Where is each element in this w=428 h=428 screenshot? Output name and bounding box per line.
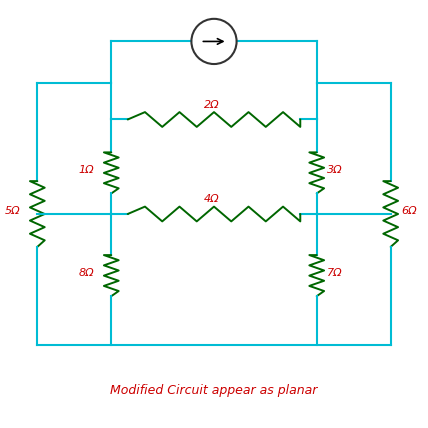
Text: 8Ω: 8Ω bbox=[79, 268, 95, 278]
Text: 1Ω: 1Ω bbox=[79, 165, 95, 175]
Text: 3Ω: 3Ω bbox=[327, 165, 343, 175]
Text: 4Ω: 4Ω bbox=[204, 194, 220, 205]
Text: 5Ω: 5Ω bbox=[5, 206, 21, 216]
Text: Modified Circuit appear as planar: Modified Circuit appear as planar bbox=[110, 384, 318, 397]
Text: 2Ω: 2Ω bbox=[204, 100, 220, 110]
Text: 6Ω: 6Ω bbox=[401, 206, 417, 216]
Text: 7Ω: 7Ω bbox=[327, 268, 343, 278]
